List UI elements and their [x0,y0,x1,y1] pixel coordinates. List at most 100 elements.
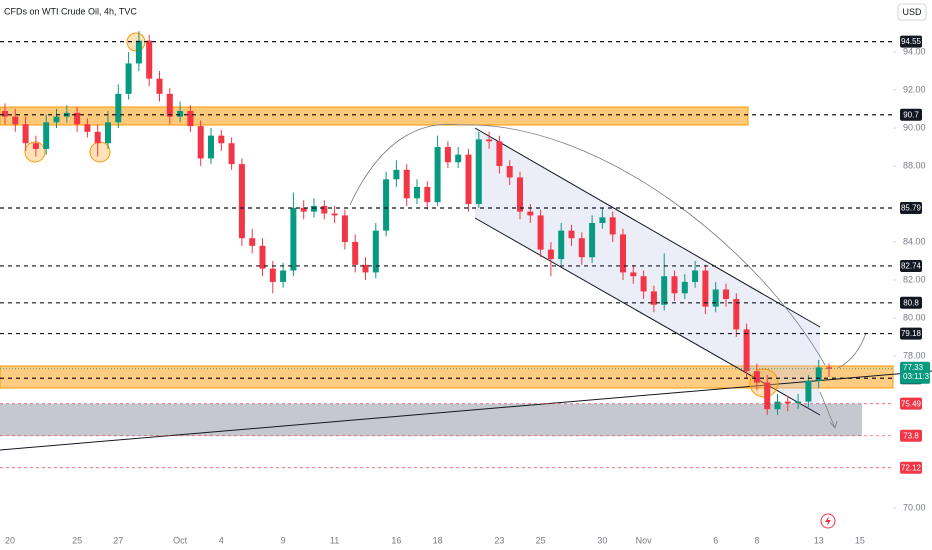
x-tick-label: 6 [713,535,718,545]
x-tick-label: 16 [391,535,401,545]
candle-body [43,122,50,149]
candle-body [393,169,400,180]
y-tick-label: 90.00 [903,122,926,132]
x-tick-label: 25 [536,535,546,545]
candle-body [692,270,699,282]
x-tick-label: 18 [433,535,443,545]
candle-body [558,230,565,260]
candle-body [681,281,688,294]
last-price-label: 77.33 [903,363,924,372]
candle-body [609,217,616,235]
last-price-tag [900,361,930,384]
candle-body [187,110,194,127]
channel-top [474,127,821,328]
candle-body [197,126,204,159]
x-tick-label: 11 [330,535,339,545]
candle-body [774,401,781,410]
candle-body [702,270,709,307]
candle-body [568,230,575,239]
candle-body [826,367,832,369]
y-tick-label: 84.00 [903,236,926,246]
candle-body [156,78,163,94]
replay-icon[interactable] [820,513,836,529]
candle-body [527,211,534,216]
channel-fill [475,128,820,415]
candle-body [424,186,431,203]
candle-body [94,131,101,144]
candle-body [465,154,472,205]
candle-body [743,329,750,372]
candle-body [589,223,596,258]
candle-body [712,289,719,307]
candle-body [630,272,637,277]
candle-body [599,217,606,224]
candle-body [321,205,328,214]
candle-body [640,276,647,292]
candle-body [74,112,81,125]
candle-body [414,186,420,199]
candle-body [362,264,369,273]
x-tick-label: 23 [494,535,504,545]
y-tick-label: 88.00 [903,160,926,170]
level-tag [900,327,922,340]
y-tick-label: 70.00 [903,502,926,512]
candle-body [228,143,235,165]
candle-body [805,380,812,402]
arc-arrow [837,332,867,369]
arc-path [349,123,826,366]
marker-circle [89,141,111,163]
candle-body [486,139,493,142]
candle-body [269,268,276,282]
candle-body [723,289,729,300]
candle-body [506,166,513,178]
y-tick-label: 82.00 [903,274,926,284]
candle-body [671,276,678,294]
y-tick-label: 78.00 [903,350,926,360]
level-label: 79.18 [901,329,922,338]
markers [24,32,779,398]
candle-body [12,116,19,125]
x-tick-label: 25 [72,535,82,545]
level-tag [900,296,922,309]
currency[interactable]: USD [902,7,922,17]
level-label: 82.74 [901,262,922,271]
candle-body [146,40,153,79]
candle-body [290,207,297,271]
level-tag [900,259,922,272]
level-label: 90.7 [903,110,919,119]
level-label: 94.55 [901,37,922,46]
candle-body [795,401,802,404]
candles [2,31,832,415]
candle-body [475,139,482,205]
x-tick-label: 20 [5,535,15,545]
countdown: 03:11:37 [903,372,932,381]
candle-body [434,147,441,203]
y-tick-label: 94.00 [903,46,926,56]
currency-box[interactable] [897,3,927,21]
candle-body [383,179,390,231]
candle-body [764,382,771,410]
candle-body [238,164,245,239]
trend-line [0,370,932,451]
x-tick-label: 4 [219,535,224,545]
candle-body [280,270,287,282]
candle-body [259,245,266,269]
x-tick-label: 9 [281,535,286,545]
support-zone [0,365,894,389]
candle-body [249,238,256,246]
candle-body [753,371,760,383]
candle-body [352,242,359,265]
candle-body [32,143,39,149]
resistance-zone [0,106,749,126]
candle-body [403,169,410,199]
candle-body [341,215,348,243]
candle-body [218,135,225,144]
candle-body [53,116,60,123]
x-tick-label: 13 [814,535,824,545]
marker-circle [24,141,46,163]
candle-body [177,110,184,117]
candle-body [444,147,451,163]
candle-body [784,401,791,404]
icon-bolt[interactable] [825,516,831,526]
